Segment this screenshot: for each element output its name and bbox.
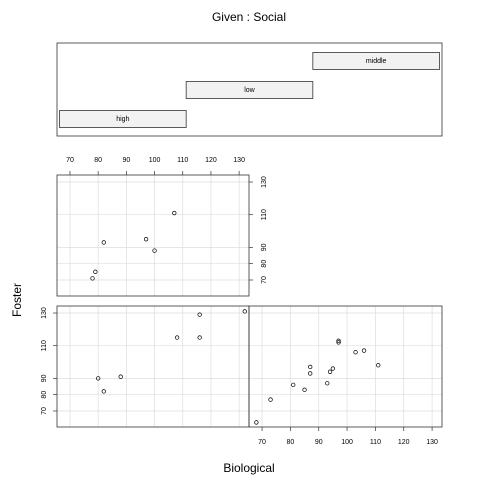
x-tick-label: 70	[66, 157, 74, 164]
point	[268, 397, 273, 402]
panel	[56, 174, 250, 297]
point	[361, 348, 367, 353]
point	[330, 366, 336, 371]
point	[96, 376, 101, 381]
point	[118, 374, 123, 379]
point	[172, 210, 177, 216]
given-label: middle	[366, 58, 387, 65]
point	[308, 364, 313, 370]
x-tick-label: 130	[233, 157, 245, 164]
x-tick-label: 100	[149, 157, 161, 164]
y-tick-label: 70	[261, 276, 268, 284]
y-axis-label: Foster	[10, 283, 24, 317]
x-tick-label: 110	[177, 157, 188, 164]
x-tick-label: 100	[341, 439, 353, 446]
point	[336, 338, 341, 343]
point	[152, 248, 157, 253]
y-tick-label: 110	[41, 340, 48, 351]
x-tick-label: 120	[205, 157, 217, 164]
y-tick-label: 70	[41, 407, 48, 415]
point	[197, 335, 202, 340]
y-tick-label: 90	[41, 374, 48, 382]
point	[327, 369, 333, 374]
point	[254, 420, 259, 425]
x-tick-label: 130	[426, 439, 438, 446]
point	[242, 309, 247, 314]
point	[353, 350, 358, 355]
point	[174, 335, 180, 340]
y-tick-label: 110	[261, 209, 268, 220]
chart-title: Given : Social	[212, 10, 286, 24]
x-tick-label: 70	[258, 439, 266, 446]
point	[302, 387, 307, 392]
y-tick-label: 80	[41, 391, 48, 399]
given-bar	[185, 81, 314, 99]
point	[291, 382, 296, 388]
x-axis-label: Biological	[223, 461, 274, 475]
x-tick-label: 90	[315, 439, 323, 446]
given-panel	[56, 42, 443, 137]
point	[308, 371, 313, 376]
y-tick-label: 90	[261, 243, 268, 251]
x-tick-label: 90	[122, 157, 130, 164]
point	[325, 381, 330, 386]
given-label: high	[116, 116, 129, 123]
point	[93, 269, 98, 274]
y-tick-label: 80	[261, 260, 268, 268]
point	[101, 240, 106, 245]
point	[376, 363, 381, 368]
point	[197, 312, 202, 317]
point	[143, 237, 149, 242]
given-bar	[312, 52, 440, 70]
point	[101, 389, 106, 394]
y-tick-label: 130	[261, 176, 268, 188]
given-label: low	[244, 87, 255, 94]
panel	[248, 305, 443, 428]
x-tick-label: 80	[286, 439, 294, 446]
y-tick-label: 130	[41, 307, 48, 319]
point	[90, 276, 95, 281]
point	[336, 340, 341, 345]
given-bar	[59, 110, 187, 128]
x-tick-label: 80	[94, 157, 102, 164]
x-tick-label: 110	[370, 439, 381, 446]
x-tick-label: 120	[398, 439, 410, 446]
